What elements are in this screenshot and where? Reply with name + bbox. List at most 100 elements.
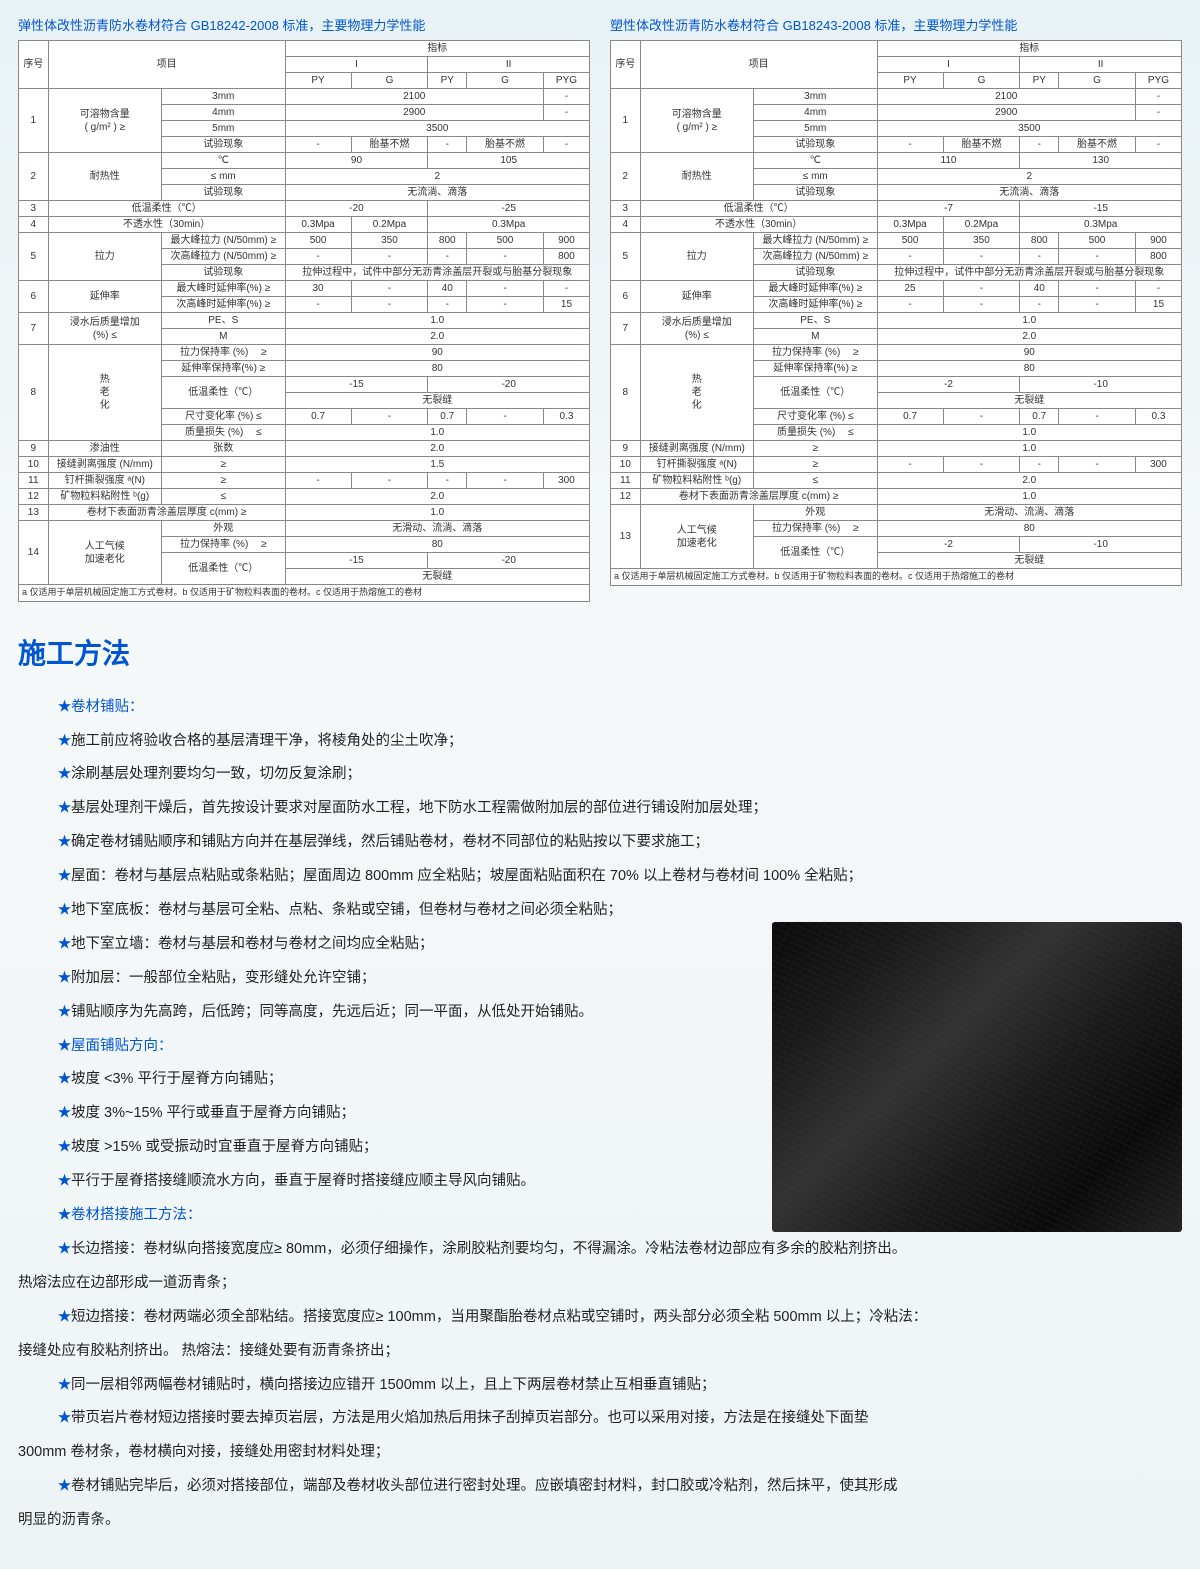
cell: 3 [611,201,641,217]
cell: - [543,105,589,121]
cell: 渗油性 [48,441,161,457]
method-line: 地下室立墙：卷材与基层和卷材与卷材之间均应全粘贴； [71,936,434,952]
cell: 300 [543,473,589,489]
cell: - [1020,137,1059,153]
cell: 11 [19,473,49,489]
cell: 拉力 [48,233,161,281]
method-line: 施工前应将验收合格的基层清理干净，将棱角处的尘土吹净； [71,733,463,749]
cell: 可溶物含量 ( g/m² ) ≥ [640,89,753,153]
cell: 13 [19,505,49,521]
cell: 11 [611,473,641,489]
cell: - [1020,457,1059,473]
cell: 1.0 [877,489,1181,505]
cell: 张数 [161,441,285,457]
cell: ≤ mm [161,169,285,185]
cell: 105 [428,153,590,169]
cell: 胎基不燃 [467,137,544,153]
cell: 接缝剥离强度 (N/mm) [48,457,161,473]
cell: 500 [1059,233,1136,249]
cell: 浸水后质量增加 (%) ≤ [640,313,753,345]
cell: 900 [543,233,589,249]
cell: ≤ [161,489,285,505]
cell: 2.0 [285,489,589,505]
cell: - [1059,297,1136,313]
cell: 7 [611,313,641,345]
cell: 尺寸变化率 (%) ≤ [753,409,877,425]
cell: 9 [19,441,49,457]
cell: 3mm [753,89,877,105]
methods-title: 施工方法 [18,632,1182,672]
cell: 2 [877,169,1181,185]
method-line: 热熔法应在边部形成一道沥青条； [18,1275,236,1291]
cell: ≥ [753,457,877,473]
cell: 0.3Mpa [877,217,943,233]
cell: 次高峰时延伸率(%) ≥ [753,297,877,313]
product-photo [772,922,1182,1232]
cell: - [285,297,351,313]
cell: M [753,329,877,345]
th-seq: 序号 [611,41,641,89]
cell: 次高峰时延伸率(%) ≥ [161,297,285,313]
th-item: 项目 [48,41,285,89]
cell: 2 [19,153,49,201]
cell: - [1059,249,1136,265]
cell: 试验现象 [161,185,285,201]
method-line: 坡度 <3% 平行于屋脊方向铺贴； [71,1071,282,1087]
cell: 1.0 [285,505,589,521]
cell: 15 [543,297,589,313]
cell: - [1059,457,1136,473]
cell: 4 [611,217,641,233]
method-line: 短边搭接：卷材两端必须全部粘结。搭接宽度应≥ 100mm，当用聚酯胎卷材点粘或空… [71,1309,927,1325]
th-I: I [877,57,1020,73]
cell: - [543,137,589,153]
cell: 350 [351,233,428,249]
cell: 质量损失 (%) ≤ [161,425,285,441]
cell: 0.2Mpa [943,217,1020,233]
cell: 胎基不燃 [1059,137,1136,153]
cell: 4mm [161,105,285,121]
th-py2: PY [1020,73,1059,89]
cell: 矿物粒料粘附性 ᵇ(g) [640,473,753,489]
cell: 3mm [161,89,285,105]
cell: 90 [877,345,1181,361]
cell: - [351,297,428,313]
cell: 0.3Mpa [428,217,590,233]
method-line: 平行于屋脊搭接缝顺流水方向，垂直于屋脊时搭接缝应顺主导风向铺贴。 [71,1173,535,1189]
cell: 80 [877,361,1181,377]
cell: 拉伸过程中，试件中部分无沥青涂盖层开裂或与胎基分裂现象 [877,265,1181,281]
cell: 耐热性 [640,153,753,201]
cell: 热 老 化 [640,345,753,441]
th-pyg: PYG [543,73,589,89]
cell: 8 [19,345,49,441]
cell: 1.0 [285,313,589,329]
cell: 15 [1135,297,1181,313]
cell: ≥ [753,441,877,457]
cell: 40 [428,281,467,297]
th-g2: G [467,73,544,89]
th-py: PY [285,73,351,89]
cell: 矿物粒料粘附性 ᵇ(g) [48,489,161,505]
th-II: II [1020,57,1182,73]
cell: ℃ [161,153,285,169]
method-line: 坡度 3%~15% 平行或垂直于屋脊方向铺贴； [71,1105,355,1121]
cell: 2100 [877,89,1135,105]
th-I: I [285,57,428,73]
cell: 2 [285,169,589,185]
cell: 6 [611,281,641,313]
cell: 延伸率保持率(%) ≥ [753,361,877,377]
cell: 2.0 [285,441,589,457]
cell: 7 [19,313,49,345]
cell: 胎基不燃 [943,137,1020,153]
cell: 低温柔性（℃） [753,377,877,409]
cell: 尺寸变化率 (%) ≤ [161,409,285,425]
cell: 无滑动、流淌、滴落 [285,521,589,537]
cell: 拉力保持率 (%) ≥ [161,537,285,553]
cell: 110 [877,153,1020,169]
cell: 0.7 [285,409,351,425]
cell: 1.0 [285,425,589,441]
cell: 钉杆撕裂强度 ᵃ(N) [640,457,753,473]
cell: 4 [19,217,49,233]
sub-heading-3: 卷材搭接施工方法： [71,1207,202,1223]
cell: 3500 [285,121,589,137]
cell: PE、S [161,313,285,329]
